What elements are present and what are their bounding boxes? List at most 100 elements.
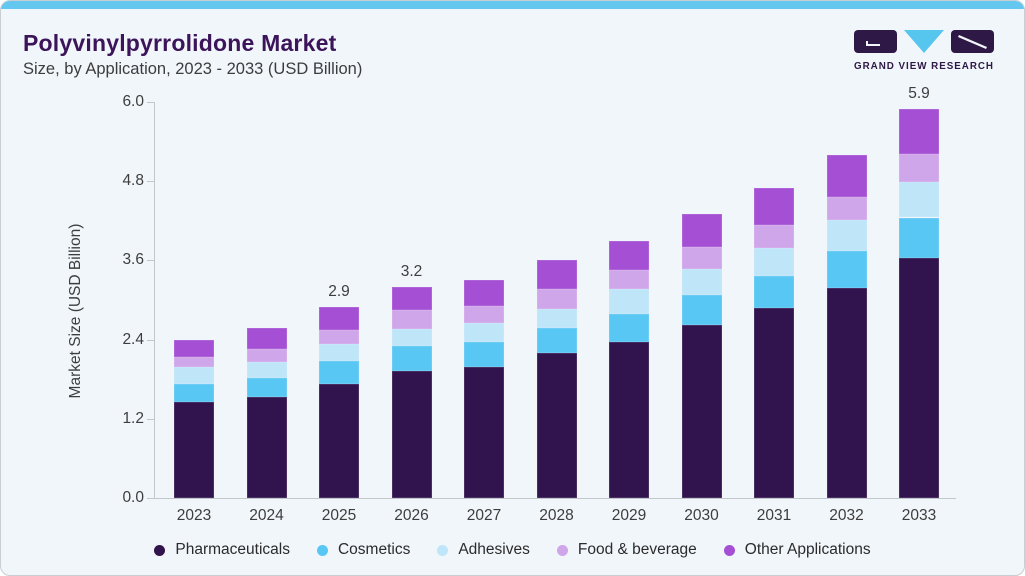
- logo-g-detail: [866, 41, 880, 46]
- bar-segment-adhesives-2030: [681, 268, 722, 295]
- legend-dot-food-beverage: [556, 544, 568, 556]
- legend-item-pharmaceuticals: Pharmaceuticals: [154, 541, 290, 559]
- x-axis-line: [154, 498, 956, 499]
- bar-segment-cosmetics-2033: [899, 217, 939, 259]
- bar-segment-adhesives-2031: [754, 247, 794, 276]
- bar-segment-food-beverage-2026: [391, 309, 432, 330]
- logo-text: GRAND VIEW RESEARCH: [854, 61, 994, 72]
- bar-value-label: 2.9: [328, 282, 350, 300]
- bar-value-label: 3.2: [400, 262, 423, 280]
- legend-item-other-applications: Other Applications: [723, 541, 871, 559]
- bar-segment-food-beverage-2032: [826, 197, 867, 221]
- gvr-logo: GRAND VIEW RESEARCH: [854, 30, 994, 72]
- x-axis-label: 2031: [756, 507, 792, 524]
- x-axis-label: 2023: [176, 507, 212, 524]
- bar-segment-other-applications-2027: [464, 280, 504, 306]
- bar-segment-adhesives-2026: [391, 329, 432, 347]
- legend-label: Food & beverage: [577, 541, 697, 558]
- bar-segment-adhesives-2033: [899, 181, 939, 218]
- bar-segment-cosmetics-2024: [246, 377, 287, 397]
- bar-value-label: 5.9: [908, 85, 930, 103]
- logo-v-triangle: [904, 30, 944, 53]
- x-axis-label: 2030: [684, 507, 719, 524]
- bar-segment-cosmetics-2027: [464, 342, 504, 367]
- chart-legend: Pharmaceuticals Cosmetics Adhesives Food & …: [1, 538, 1024, 562]
- logo-r-detail: [958, 35, 987, 49]
- bar-segment-food-beverage-2027: [464, 305, 504, 324]
- bar-segment-pharmaceuticals-2029: [609, 341, 649, 498]
- bar-segment-adhesives-2027: [464, 323, 504, 343]
- y-tick-mark: [147, 181, 154, 183]
- y-tick-mark: [147, 339, 154, 341]
- bar-segment-adhesives-2024: [246, 362, 287, 378]
- x-axis-label: 2026: [394, 507, 429, 524]
- legend-label: Other Applications: [744, 541, 871, 558]
- bar-segment-pharmaceuticals-2028: [536, 353, 577, 498]
- legend-dot-cosmetics: [316, 544, 328, 556]
- x-axis-label: 2025: [321, 507, 357, 524]
- bar-segment-adhesives-2029: [609, 289, 649, 314]
- bar-segment-food-beverage-2033: [899, 154, 939, 182]
- bar-segment-other-applications-2028: [536, 260, 577, 289]
- y-tick-label: 4.8: [122, 172, 144, 190]
- bar-segment-food-beverage-2031: [754, 225, 794, 248]
- legend-label: Adhesives: [458, 541, 530, 558]
- y-tick-mark: [147, 102, 154, 103]
- y-tick-label: 2.4: [122, 330, 144, 348]
- bar-segment-other-applications-2032: [826, 154, 867, 198]
- bar-segment-food-beverage-2029: [609, 269, 649, 290]
- bar-segment-cosmetics-2025: [319, 361, 359, 384]
- bar-segment-adhesives-2023: [174, 367, 214, 385]
- x-axis-label: 2029: [611, 507, 647, 524]
- bar-segment-other-applications-2023: [174, 339, 214, 358]
- bar-segment-cosmetics-2031: [754, 275, 794, 308]
- bar-segment-cosmetics-2028: [536, 328, 577, 354]
- bar-segment-cosmetics-2032: [826, 251, 867, 289]
- x-axis-label: 2032: [829, 507, 864, 524]
- x-axis-label: 2027: [466, 507, 502, 524]
- bar-segment-pharmaceuticals-2030: [681, 325, 722, 498]
- bar-segment-food-beverage-2025: [319, 330, 359, 345]
- bar-segment-other-applications-2029: [609, 240, 649, 270]
- bar-segment-other-applications-2025: [319, 306, 359, 331]
- bar-segment-other-applications-2033: [899, 109, 939, 155]
- bar-segment-other-applications-2031: [754, 187, 794, 226]
- y-tick-mark: [147, 260, 154, 262]
- bar-segment-adhesives-2025: [319, 344, 359, 362]
- bar-segment-pharmaceuticals-2027: [464, 366, 504, 498]
- bar-segment-pharmaceuticals-2025: [319, 383, 359, 498]
- y-tick-mark: [147, 498, 154, 499]
- bar-segment-pharmaceuticals-2026: [391, 370, 432, 498]
- bar-segment-adhesives-2028: [536, 309, 577, 329]
- bar-segment-other-applications-2024: [246, 328, 287, 349]
- bar-segment-pharmaceuticals-2024: [246, 397, 287, 498]
- legend-item-cosmetics: Cosmetics: [316, 541, 410, 559]
- bar-segment-food-beverage-2023: [174, 357, 214, 368]
- bar-segment-pharmaceuticals-2033: [899, 258, 939, 498]
- legend-label: Pharmaceuticals: [175, 541, 290, 558]
- page-title: Polyvinylpyrrolidone Market: [23, 30, 337, 56]
- bar-segment-cosmetics-2029: [609, 313, 649, 342]
- bar-segment-pharmaceuticals-2032: [826, 288, 867, 498]
- bar-segment-cosmetics-2030: [681, 294, 722, 326]
- y-tick-label: 3.6: [122, 251, 144, 269]
- y-tick-label: 0.0: [122, 489, 144, 506]
- legend-dot-adhesives: [437, 544, 449, 556]
- y-tick-label: 6.0: [122, 93, 144, 110]
- x-axis-label: 2033: [901, 507, 937, 524]
- bar-segment-cosmetics-2026: [391, 346, 432, 371]
- bar-segment-adhesives-2032: [826, 220, 867, 252]
- y-axis-title: Market Size (USD Billion): [67, 223, 84, 399]
- y-axis-line: [154, 102, 155, 498]
- bar-segment-other-applications-2026: [391, 286, 432, 310]
- y-tick-mark: [147, 418, 154, 420]
- top-accent-bar: [1, 1, 1024, 9]
- legend-dot-other-applications: [723, 544, 735, 556]
- x-axis-label: 2024: [249, 507, 284, 524]
- legend-dot-pharmaceuticals: [154, 544, 166, 556]
- page-subtitle: Size, by Application, 2023 - 2033 (USD B…: [23, 60, 363, 78]
- bar-segment-pharmaceuticals-2031: [754, 307, 794, 498]
- bar-segment-food-beverage-2028: [536, 288, 577, 310]
- logo-g-block: [854, 30, 897, 53]
- bar-segment-other-applications-2030: [681, 214, 722, 248]
